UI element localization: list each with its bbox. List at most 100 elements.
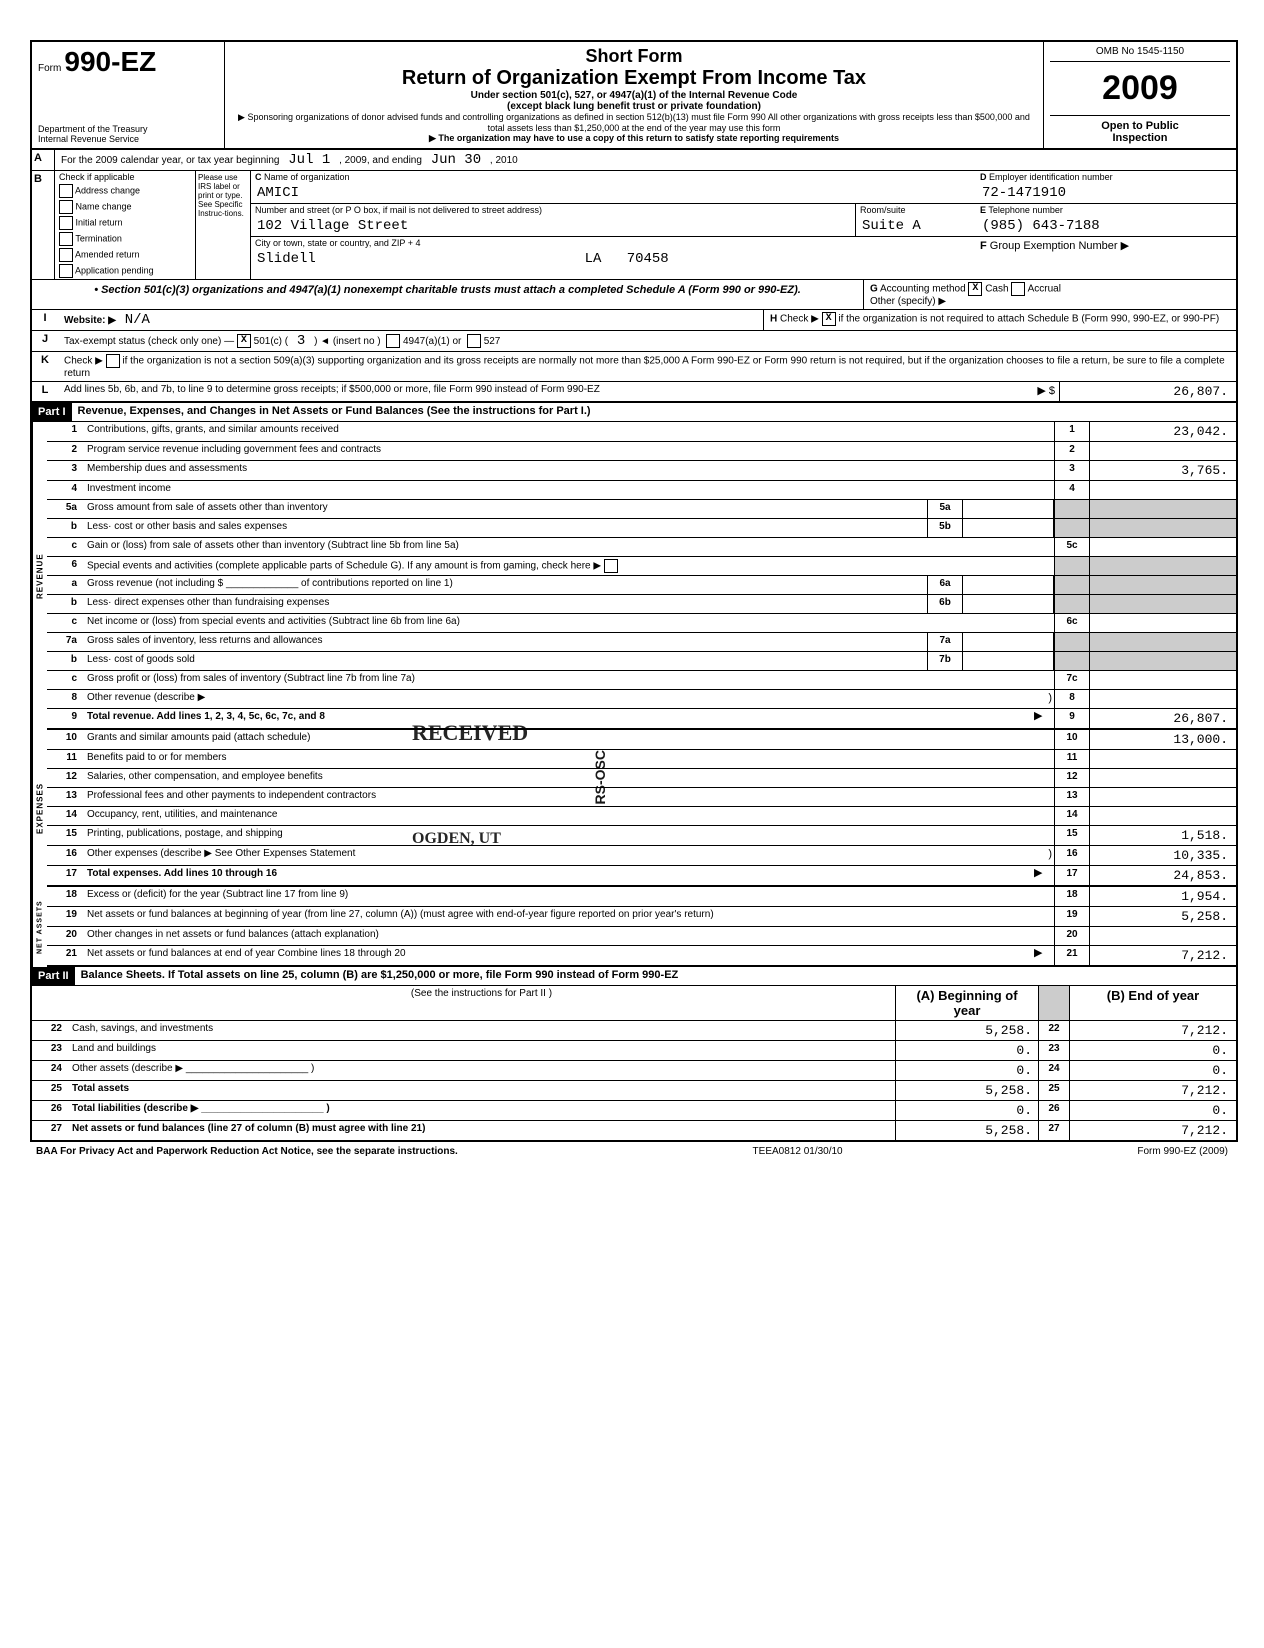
year-begin: Jul 1 — [282, 150, 336, 170]
j-527-checkbox[interactable] — [467, 334, 481, 348]
cash-checkbox[interactable]: X — [968, 282, 982, 296]
phone-value: (985) 643-7188 — [976, 216, 1236, 236]
part-1-header-row: Part I Revenue, Expenses, and Changes in… — [32, 403, 1236, 422]
line-15-val: 1,518. — [1089, 826, 1236, 845]
line-18-desc: Excess or (deficit) for the year (Subtra… — [83, 887, 1054, 906]
l-text: Add lines 5b, 6b, and 7b, to line 9 to d… — [58, 382, 991, 401]
header-note-1: ▶ Sponsoring organizations of donor advi… — [233, 112, 1035, 133]
row-k: K Check ▶ if the organization is not a s… — [32, 352, 1236, 382]
org-info-col: C Name of organization AMICI Number and … — [251, 171, 976, 279]
j-501c: 501(c) ( — [254, 336, 288, 347]
line-5b-desc: Less· cost or other basis and sales expe… — [83, 519, 927, 537]
f-arrow: ▶ — [1121, 240, 1129, 252]
line-19-val: 5,258. — [1089, 907, 1236, 926]
bal-24-desc: Other assets (describe ▶ _______________… — [68, 1061, 895, 1080]
app-pending-row: Application pending — [55, 263, 195, 279]
def-col: D Employer identification number 72-1471… — [976, 171, 1236, 279]
line-4-desc: Investment income — [83, 481, 1054, 499]
line-1-desc: Contributions, gifts, grants, and simila… — [83, 422, 1054, 441]
part-2-header-row: Part II Balance Sheets. If Total assets … — [32, 967, 1236, 986]
label-c: C — [255, 172, 262, 182]
street-address: 102 Village Street — [251, 216, 855, 236]
row-a-text: For the 2009 calendar year, or tax year … — [61, 155, 279, 166]
termination-row: Termination — [55, 231, 195, 247]
header-note-2: ▶ The organization may have to use a cop… — [233, 133, 1035, 144]
label-b: B — [32, 171, 55, 279]
zip: 70458 — [627, 251, 669, 267]
form-header: Form 990-EZ Department of the Treasury I… — [32, 42, 1236, 150]
line-7c-val — [1089, 671, 1236, 689]
line-18-val: 1,954. — [1089, 887, 1236, 906]
l-arrow: ▶ $ — [991, 382, 1059, 401]
app-pending-checkbox[interactable] — [59, 264, 73, 278]
bal-26-b: 0. — [1069, 1101, 1236, 1120]
expenses-vert-label: EXPENSES — [32, 730, 47, 887]
j-527: 527 — [484, 336, 501, 347]
line-11-desc: Benefits paid to or for members — [83, 750, 1054, 768]
line-11-val — [1089, 750, 1236, 768]
line-5c-desc: Gain or (loss) from sale of assets other… — [83, 538, 1054, 556]
j-4947: 4947(a)(1) or — [403, 336, 461, 347]
line-8-desc: Other revenue (describe ▶ — [83, 690, 1010, 708]
page-footer: BAA For Privacy Act and Paperwork Reduct… — [30, 1142, 1234, 1161]
form-title: Return of Organization Exempt From Incom… — [233, 67, 1035, 90]
h-checkbox[interactable]: X — [822, 312, 836, 326]
irs-note: Please use IRS label or print or type. S… — [196, 171, 251, 279]
accrual-checkbox[interactable] — [1011, 282, 1025, 296]
line-16-desc: Other expenses (describe ▶ See Other Exp… — [83, 846, 1010, 865]
bal-23-a: 0. — [895, 1041, 1038, 1060]
form-prefix: Form — [38, 63, 61, 74]
line-21-desc: Net assets or fund balances at end of ye… — [83, 946, 1034, 965]
name-change-row: Name change — [55, 199, 195, 215]
part-1-title: Revenue, Expenses, and Changes in Net As… — [72, 403, 1236, 421]
k-rest: if the organization is not a section 509… — [64, 356, 1225, 379]
name-change-checkbox[interactable] — [59, 200, 73, 214]
app-pending-label: Application pending — [75, 265, 154, 275]
line-21-val: 7,212. — [1089, 946, 1236, 965]
section-bcdef: B Check if applicable Address change Nam… — [32, 171, 1236, 280]
assets-vert-label: NET ASSETS — [32, 887, 47, 967]
line-9-val: 26,807. — [1089, 709, 1236, 728]
addr-label: Number and street (or P O box, if mail i… — [251, 204, 855, 216]
label-i: I — [32, 310, 58, 330]
addr-change-row: Address change — [55, 183, 195, 199]
section-501c3-note: • Section 501(c)(3) organizations and 49… — [32, 280, 863, 309]
j-num: 3 — [291, 331, 311, 351]
bal-23-b: 0. — [1069, 1041, 1236, 1060]
rs-osc-stamp: RS-OSC — [592, 750, 608, 804]
other-specify: Other (specify) ▶ — [870, 296, 946, 307]
short-form-label: Short Form — [233, 46, 1035, 67]
org-name: AMICI — [251, 183, 976, 203]
header-left: Form 990-EZ Department of the Treasury I… — [32, 42, 225, 148]
line-14-val — [1089, 807, 1236, 825]
bal-22-desc: Cash, savings, and investments — [68, 1021, 895, 1040]
label-j: J — [32, 331, 58, 351]
gaming-checkbox[interactable] — [604, 559, 618, 573]
row-a-mid: , 2009, and ending — [339, 155, 422, 166]
addr-change-checkbox[interactable] — [59, 184, 73, 198]
termination-checkbox[interactable] — [59, 232, 73, 246]
line-6-desc: Special events and activities (complete … — [83, 557, 1054, 575]
line-20-desc: Other changes in net assets or fund bala… — [83, 927, 1054, 945]
row-a-tax-year: A For the 2009 calendar year, or tax yea… — [32, 150, 1236, 171]
j-501c-checkbox[interactable]: X — [237, 334, 251, 348]
website-label: Website: ▶ — [64, 315, 116, 326]
subtitle-1: Under section 501(c), 527, or 4947(a)(1)… — [233, 90, 1035, 101]
j-4947-checkbox[interactable] — [386, 334, 400, 348]
bal-27-desc: Net assets or fund balances (line 27 of … — [68, 1121, 895, 1140]
form-number: 990-EZ — [64, 46, 156, 77]
line-16-val: 10,335. — [1089, 846, 1236, 865]
initial-return-checkbox[interactable] — [59, 216, 73, 230]
website-value: N/A — [119, 310, 156, 330]
bal-27-a: 5,258. — [895, 1121, 1038, 1140]
amended-checkbox[interactable] — [59, 248, 73, 262]
part-2-instr: (See the instructions for Part II ) — [68, 986, 895, 1020]
line-12-val — [1089, 769, 1236, 787]
k-checkbox[interactable] — [106, 354, 120, 368]
label-g: G — [870, 284, 878, 295]
omb-number: OMB No 1545-1150 — [1050, 46, 1230, 62]
col-b-header: (B) End of year — [1069, 986, 1236, 1020]
g-accounting: G Accounting method X Cash Accrual Other… — [863, 280, 1236, 309]
k-check: Check ▶ — [64, 356, 103, 367]
bal-23-desc: Land and buildings — [68, 1041, 895, 1060]
